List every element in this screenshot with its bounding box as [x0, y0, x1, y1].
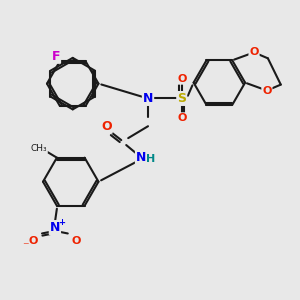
Text: S: S [177, 92, 186, 105]
Text: F: F [52, 50, 60, 63]
Text: O: O [177, 74, 186, 84]
Text: +: + [58, 218, 65, 227]
Text: O: O [262, 85, 272, 96]
Text: H: H [146, 154, 156, 164]
Text: N: N [136, 152, 146, 164]
Text: O: O [28, 236, 38, 246]
Text: O: O [249, 47, 259, 57]
Text: O: O [177, 113, 186, 123]
Text: O: O [101, 120, 112, 133]
Text: CH₃: CH₃ [31, 144, 47, 153]
Text: N: N [50, 221, 60, 234]
Text: ⁻: ⁻ [22, 240, 28, 253]
Text: N: N [143, 92, 153, 105]
Text: O: O [72, 236, 81, 246]
